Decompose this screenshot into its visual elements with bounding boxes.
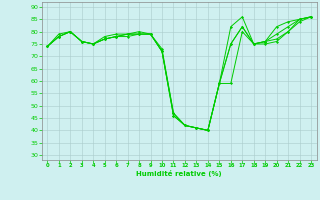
X-axis label: Humidité relative (%): Humidité relative (%) — [136, 170, 222, 177]
